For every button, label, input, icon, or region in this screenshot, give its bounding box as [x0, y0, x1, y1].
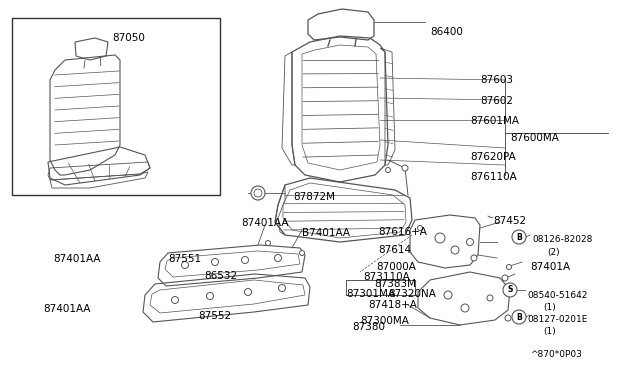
- Text: 87601MA: 87601MA: [470, 116, 519, 126]
- Text: 873110A: 873110A: [363, 272, 410, 282]
- Circle shape: [435, 233, 445, 243]
- Circle shape: [444, 291, 452, 299]
- Text: (1): (1): [543, 327, 556, 336]
- Text: ^870*0P03: ^870*0P03: [530, 350, 582, 359]
- Text: 87872M: 87872M: [293, 192, 335, 202]
- Text: 87614: 87614: [378, 245, 411, 255]
- Text: 08126-82028: 08126-82028: [532, 235, 593, 244]
- Text: B: B: [516, 232, 522, 241]
- Text: 87600MA: 87600MA: [510, 133, 559, 143]
- Circle shape: [172, 296, 179, 304]
- Circle shape: [207, 292, 214, 299]
- Text: (2): (2): [547, 248, 559, 257]
- Circle shape: [512, 310, 526, 324]
- Circle shape: [506, 264, 511, 269]
- Circle shape: [182, 262, 189, 269]
- Text: 876110A: 876110A: [470, 172, 516, 182]
- Text: B: B: [516, 312, 522, 321]
- Circle shape: [461, 304, 469, 312]
- Text: 87320NA: 87320NA: [388, 289, 436, 299]
- Text: 87383M: 87383M: [374, 279, 416, 289]
- Text: 87616+A: 87616+A: [378, 227, 427, 237]
- Circle shape: [451, 246, 459, 254]
- Text: 87401AA: 87401AA: [43, 304, 90, 314]
- Circle shape: [512, 230, 526, 244]
- Circle shape: [211, 259, 218, 266]
- Circle shape: [502, 275, 508, 281]
- Circle shape: [275, 254, 282, 262]
- Text: 87401AA: 87401AA: [53, 254, 100, 264]
- Text: 87301MA: 87301MA: [346, 289, 395, 299]
- Text: 08127-0201E: 08127-0201E: [527, 315, 588, 324]
- Circle shape: [385, 167, 390, 173]
- Circle shape: [402, 165, 408, 171]
- Circle shape: [251, 186, 265, 200]
- Text: 08540-51642: 08540-51642: [527, 291, 588, 300]
- Text: 87552: 87552: [198, 311, 231, 321]
- Circle shape: [300, 250, 305, 256]
- Circle shape: [471, 255, 477, 261]
- Circle shape: [467, 238, 474, 246]
- Text: 87603: 87603: [480, 75, 513, 85]
- Text: 86532: 86532: [204, 271, 237, 281]
- Text: 87401AA: 87401AA: [241, 218, 289, 228]
- Text: S: S: [508, 285, 513, 295]
- Text: 87401A: 87401A: [530, 262, 570, 272]
- Circle shape: [254, 189, 262, 197]
- Text: 87452: 87452: [493, 216, 526, 226]
- Circle shape: [487, 295, 493, 301]
- Text: 87000A: 87000A: [376, 262, 416, 272]
- Text: 87602: 87602: [480, 96, 513, 106]
- Text: 87620PA: 87620PA: [470, 152, 516, 162]
- Circle shape: [417, 225, 422, 231]
- Text: 87050: 87050: [112, 33, 145, 43]
- Circle shape: [241, 257, 248, 263]
- Text: 87418+A: 87418+A: [368, 300, 417, 310]
- Text: B7401AA: B7401AA: [302, 228, 350, 238]
- Text: 86400: 86400: [430, 27, 463, 37]
- Text: 87380: 87380: [352, 322, 385, 332]
- Text: (1): (1): [543, 303, 556, 312]
- Circle shape: [278, 285, 285, 292]
- Circle shape: [266, 241, 271, 246]
- Text: 87551: 87551: [168, 254, 201, 264]
- Circle shape: [505, 315, 511, 321]
- Circle shape: [244, 289, 252, 295]
- Text: 87300MA: 87300MA: [360, 316, 409, 326]
- Circle shape: [503, 283, 517, 297]
